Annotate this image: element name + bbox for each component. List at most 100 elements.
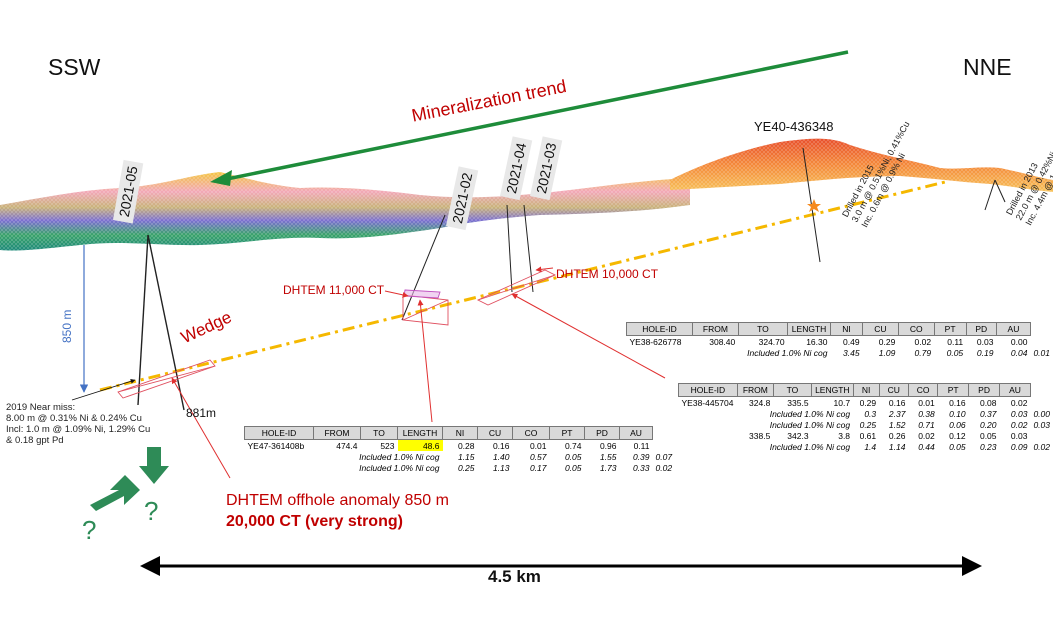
table-cell: 523	[380, 440, 395, 451]
table-cell: 3.8	[838, 430, 851, 441]
intercept-star	[807, 199, 821, 212]
table-cell: 0.29	[878, 336, 896, 347]
table-row: Included 1.0% Ni cog 0.25 1.52 0.71 0.06 0.20…	[679, 419, 1053, 430]
column-header: AU	[995, 322, 1031, 336]
table-row: Included 1.0% Ni cog 3.45 1.09 0.79 0.05 0.19…	[627, 347, 1053, 358]
dhtem-plate-11000	[402, 294, 449, 326]
column-header: AU	[619, 426, 653, 440]
table-cell: 0.39	[632, 451, 650, 462]
near-miss-note: 2019 Near miss: 8.00 m @ 0.31% Ni & 0.24…	[6, 402, 150, 446]
table-row: YE38-626778 308.40 324.70 16.30 0.49 0.29 0.02…	[627, 336, 1053, 348]
near-miss-line-2: Incl: 1.0 m @ 1.09% Ni, 1.29% Cu	[6, 424, 151, 435]
table-cell: 0.25	[859, 419, 877, 430]
table-cell: 1.73	[599, 462, 617, 473]
table-cell: 324.8	[749, 397, 771, 408]
question-mark-left: ?	[82, 515, 97, 545]
table-cell: 0.05	[979, 430, 997, 441]
column-header: HOLE-ID	[678, 383, 738, 397]
direction-nne: NNE	[963, 54, 1012, 80]
table-cell: Included 1.0% Ni cog	[747, 347, 828, 358]
column-header: TO	[772, 383, 813, 397]
table-cell: 0.16	[888, 397, 906, 408]
table-cell: 0.49	[843, 336, 860, 347]
table-row: Included 1.0% Ni cog 0.25 1.13 0.17 0.05 1.73…	[245, 462, 676, 473]
table-header-row: HOLE-ID FROM TO LENGTH NI CU CO PT PD AU	[244, 426, 676, 440]
dhtem-plate-11000-b	[403, 289, 441, 299]
table-cell: 1.4	[864, 441, 877, 452]
column-header: LENGTH	[811, 383, 854, 397]
mineralization-trend-arrowhead	[210, 170, 232, 186]
table-cell: Included 1.0% Ni cog	[769, 441, 851, 452]
table-cell: 0.33	[632, 462, 650, 473]
offhole-anomaly-strength: 20,000 CT (very strong)	[226, 513, 403, 530]
table-cell: 0.09	[1010, 441, 1028, 452]
table-cell: 0.02	[655, 462, 673, 473]
column-header: CO	[897, 322, 935, 336]
column-header: LENGTH	[787, 322, 831, 336]
column-header: HOLE-ID	[244, 426, 314, 440]
table-cell: 0.29	[859, 397, 877, 408]
table-cell: 0.05	[564, 462, 582, 473]
table-cell: 0.02	[1010, 397, 1028, 408]
column-header: HOLE-ID	[625, 322, 694, 336]
table-cell: 0.01	[529, 440, 547, 451]
table-cell: 0.07	[655, 451, 673, 462]
table-cell: 1.55	[599, 451, 617, 462]
column-header: TO	[737, 322, 789, 336]
table-cell: 0.23	[979, 441, 997, 452]
table-cell: 0.57	[529, 451, 547, 462]
table-cell: 1.15	[457, 451, 475, 462]
table-row: Included 1.0% Ni cog 1.15 1.40 0.57 0.05 1.55…	[245, 451, 676, 462]
table-header-row: HOLE-ID FROM TO LENGTH NI CU CO PT PD AU	[678, 383, 1053, 397]
table-cell: 0.05	[564, 451, 582, 462]
column-header: TO	[360, 426, 398, 440]
table-cell: 0.3	[864, 408, 877, 419]
assay-table-ye38-626778: HOLE-ID FROM TO LENGTH NI CU CO PT PD AU YE38-6267…	[625, 322, 1053, 358]
table-cell: 0.79	[914, 347, 932, 358]
table-cell: 0.11	[633, 440, 650, 451]
column-header: PT	[937, 383, 970, 397]
table-cell	[679, 430, 738, 441]
table-cell: 0.16	[492, 440, 510, 451]
table-cell: 324.70	[758, 336, 785, 347]
table-cell: 0.00	[1033, 408, 1050, 419]
scale-label: 4.5 km	[488, 567, 541, 586]
table-cell: 0.02	[1033, 441, 1050, 452]
table-cell: 0.05	[946, 347, 964, 358]
table-row: YE38-445704 324.8 335.5 10.7 0.29 0.16 0.01 0.1…	[679, 397, 1053, 409]
table-header-row: HOLE-ID FROM TO LENGTH NI CU CO PT PD AU	[625, 322, 1053, 336]
table-cell: 0.38	[918, 408, 935, 419]
table-row: YE47-361408b 474.4 523 48.6 0.28 0.16 0.01 0.74…	[245, 439, 676, 451]
column-header: PD	[968, 383, 1001, 397]
table-cell: YE47-361408b	[247, 440, 305, 451]
column-header: PT	[933, 322, 967, 336]
table-cell: 0.17	[529, 462, 547, 473]
direction-ssw: SSW	[48, 54, 101, 80]
table-cell: 0.25	[457, 462, 475, 473]
table-cell: 0.02	[918, 430, 935, 441]
drillhole-2021-05-trace-b	[147, 234, 185, 411]
table-cell: 0.05	[949, 441, 966, 452]
table-cell: Included 1.0% Ni cog	[359, 451, 440, 462]
table-cell: YE38-445704	[681, 397, 734, 408]
column-header: CU	[862, 322, 899, 336]
table-row: Included 1.0% Ni cog 0.3 2.37 0.38 0.10 0.37 0…	[679, 408, 1053, 419]
drillhole-2021-02-trace	[401, 214, 446, 321]
table-cell: 1.14	[888, 441, 906, 452]
table-cell: 1.13	[492, 462, 510, 473]
table-cell: 0.26	[888, 430, 906, 441]
drillhole-2013-trace-a	[984, 179, 996, 211]
depth-label: 850 m	[60, 309, 74, 343]
table-cell: 16.30	[806, 336, 828, 347]
column-header: NI	[442, 426, 478, 440]
table-cell: 335.5	[787, 397, 809, 408]
column-header: CO	[907, 383, 939, 397]
mineralization-trend-arrow	[221, 50, 849, 182]
table-row: 338.5 342.3 3.8 0.61 0.26 0.02 0.12 0.05 0.03	[679, 430, 1053, 441]
table-row: Included 1.0% Ni cog 1.4 1.14 0.44 0.05 0.23 0…	[679, 441, 1053, 452]
table-cell: 0.01	[918, 397, 935, 408]
column-header: CU	[878, 383, 909, 397]
table-cell: 0.02	[914, 336, 932, 347]
